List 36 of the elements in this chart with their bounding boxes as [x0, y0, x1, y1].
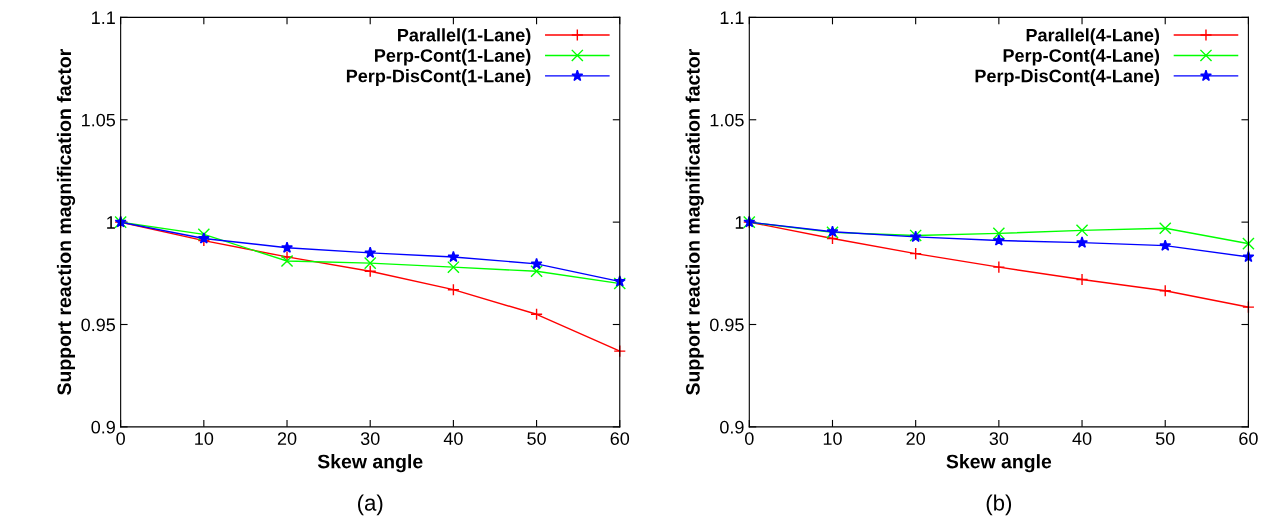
- x-tick-label: 30: [360, 432, 380, 445]
- legend-label: Perp-DisCont(1-Lane): [346, 69, 531, 86]
- x-tick-label: 60: [1239, 432, 1258, 445]
- y-tick-label: 1.05: [82, 113, 116, 127]
- y-axis-title: Support reaction magnification factor: [685, 49, 704, 395]
- y-tick-label: 0.9: [720, 420, 744, 434]
- text: (b): [986, 494, 1012, 516]
- y-tick-label: 0.95: [710, 318, 744, 332]
- legend-label: Parallel(1-Lane): [398, 28, 531, 46]
- legend-label: Parallel(4-Lane): [1026, 28, 1160, 46]
- legend-label: Perp-Cont(1-Lane): [375, 48, 531, 66]
- x-axis-title: Skew angle: [946, 454, 1052, 473]
- y-tick-label: 0.95: [81, 318, 116, 332]
- y-tick-label: 1.1: [720, 11, 744, 24]
- x-tick-label: 60: [610, 432, 630, 445]
- x-tick-label: 10: [823, 432, 842, 445]
- x-tick-label: 10: [195, 432, 214, 445]
- x-tick-label: 0: [116, 432, 125, 445]
- x-tick-label: 20: [277, 432, 297, 445]
- x-tick-label: 50: [527, 432, 546, 445]
- x-tick-label: 20: [906, 432, 926, 445]
- x-tick-label: 40: [443, 432, 463, 445]
- text: (a): [358, 494, 383, 516]
- y-axis-title: Support reaction magnification factor: [56, 49, 76, 395]
- y-tick-label: 1: [107, 216, 115, 229]
- legend-label: Perp-DisCont(4-Lane): [975, 69, 1160, 86]
- x-tick-label: 30: [989, 432, 1009, 445]
- y-tick-label: 0.9: [91, 420, 115, 434]
- x-axis-title: Skew angle: [317, 454, 423, 473]
- x-tick-label: 0: [744, 432, 754, 445]
- legend-label: Perp-Cont(4-Lane): [1003, 48, 1160, 66]
- y-tick-label: 1.05: [710, 113, 744, 127]
- y-tick-label: 1: [735, 216, 744, 229]
- x-tick-label: 50: [1155, 432, 1175, 445]
- y-tick-label: 1.1: [92, 11, 115, 24]
- x-tick-label: 40: [1072, 432, 1092, 445]
